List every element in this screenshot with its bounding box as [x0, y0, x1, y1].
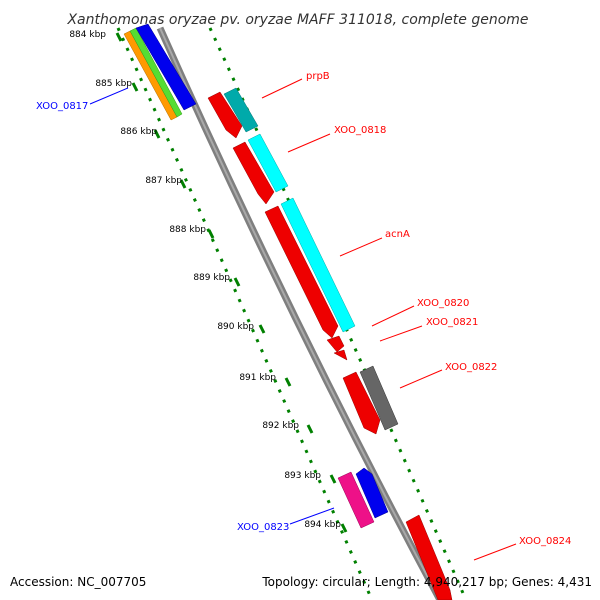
feature-bar-grey[interactable]: [359, 365, 399, 431]
feature-bar-teal[interactable]: [223, 87, 259, 133]
kbp-label: 884 kbp: [69, 30, 106, 40]
forward-genes: [207, 91, 453, 600]
kbp-tick-labels: 884 kbp 885 kbp 886 kbp 887 kbp 888 kbp …: [69, 30, 341, 530]
gene-XOO_0818[interactable]: [232, 141, 275, 205]
kbp-label: 886 kbp: [120, 127, 157, 137]
gene-label-XOO_0823[interactable]: XOO_0823: [237, 522, 289, 533]
kbp-label: 887 kbp: [145, 176, 182, 186]
gene-label-XOO_0818[interactable]: XOO_0818: [334, 125, 386, 136]
gene-label-XOO_0821[interactable]: XOO_0821: [426, 317, 478, 328]
major-tick-marks: [115, 32, 348, 533]
gene-prpB[interactable]: [207, 91, 243, 139]
genome-summary-text: Topology: circular; Length: 4,940,217 bp…: [261, 575, 592, 589]
genome-backbone: [156, 26, 444, 600]
gene-label-XOO_0817[interactable]: XOO_0817: [36, 101, 88, 112]
gene-label-prpB[interactable]: prpB: [306, 71, 330, 82]
kbp-label: 893 kbp: [284, 471, 321, 481]
feature-bar-blue-lower[interactable]: [355, 467, 389, 519]
feature-bar-cyan[interactable]: [247, 133, 289, 193]
kbp-label: 891 kbp: [239, 373, 276, 383]
reverse-strand-features: [123, 23, 197, 121]
feature-bar-green[interactable]: [129, 27, 183, 118]
reverse-strand-features-lower: [337, 467, 389, 529]
kbp-label: 888 kbp: [169, 225, 206, 235]
gene-acnA[interactable]: [264, 205, 339, 339]
feature-bar-blue[interactable]: [135, 23, 197, 111]
gene-label-XOO_0820[interactable]: XOO_0820: [417, 298, 469, 309]
gene-XOO_0821[interactable]: [333, 349, 348, 361]
map-title: Xanthomonas oryzae pv. oryzae MAFF 31101…: [66, 12, 528, 28]
kbp-label: 885 kbp: [95, 79, 132, 89]
accession-text: Accession: NC_007705: [10, 575, 146, 589]
kbp-label: 890 kbp: [217, 322, 254, 332]
kbp-label: 889 kbp: [193, 273, 230, 283]
gene-XOO_0820[interactable]: [326, 335, 345, 353]
gene-label-XOO_0824[interactable]: XOO_0824: [519, 536, 571, 547]
gene-XOO_0824[interactable]: [405, 514, 453, 600]
forward-strand-features: [223, 87, 399, 431]
gene-XOO_0822[interactable]: [342, 371, 381, 435]
gene-label-XOO_0822[interactable]: XOO_0822: [445, 362, 497, 373]
label-leader-lines: [89, 78, 517, 561]
kbp-label: 892 kbp: [262, 421, 299, 431]
gene-label-acnA[interactable]: acnA: [385, 229, 410, 240]
feature-bar-magenta[interactable]: [337, 471, 375, 529]
kbp-label: 894 kbp: [304, 520, 341, 530]
gene-labels: prpB XOO_0818 acnA XOO_0820 XOO_0821 XOO…: [36, 71, 571, 547]
feature-bar-cyan-long[interactable]: [280, 197, 356, 333]
